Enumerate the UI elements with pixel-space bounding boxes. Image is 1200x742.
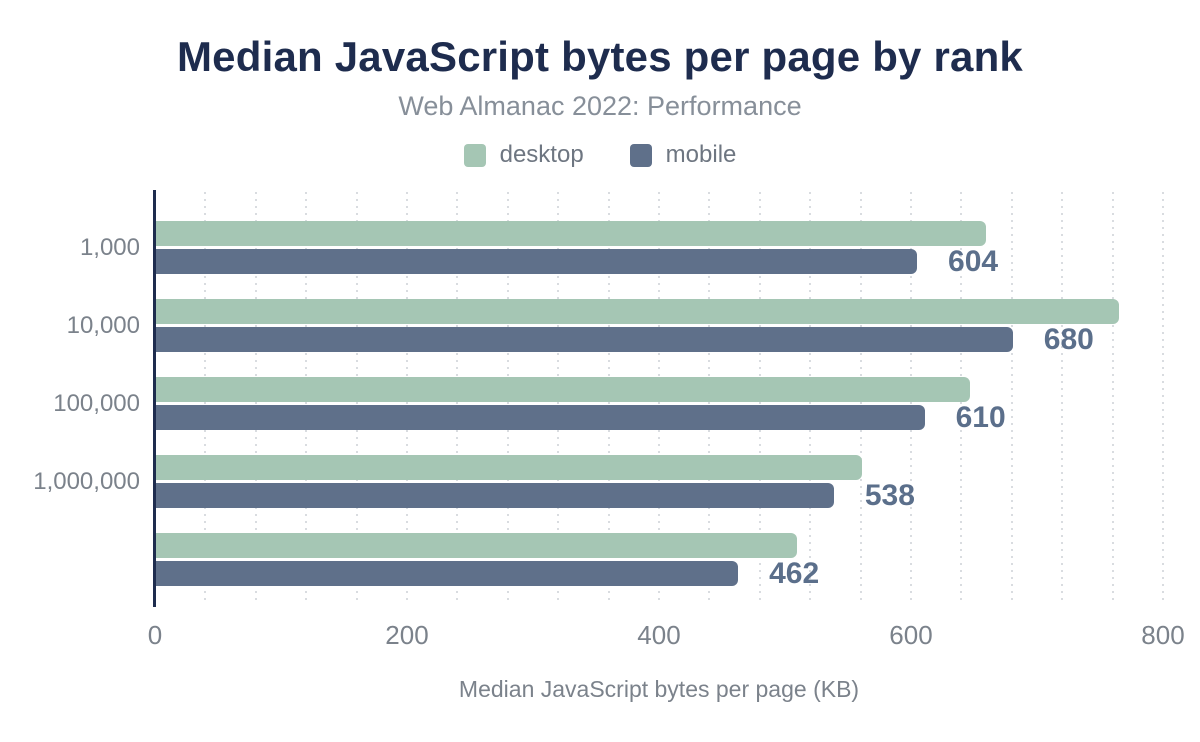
bar-desktop-100,000 — [156, 377, 970, 402]
chart-title: Median JavaScript bytes per page by rank — [177, 33, 1023, 80]
bar-mobile-1,000 — [156, 249, 918, 274]
bar-desktop-10,000 — [156, 299, 1119, 324]
gridline-760 — [1111, 192, 1114, 602]
y-axis-label-1,000: 1,000 — [79, 233, 140, 261]
value-label-mobile-1,000,000: 538 — [864, 478, 915, 512]
gridline-720 — [1061, 192, 1064, 602]
x-tick-400: 400 — [637, 620, 681, 650]
legend-swatch-desktop — [463, 143, 486, 167]
gridline-680 — [1010, 192, 1013, 602]
y-axis-label-10,000: 10,000 — [66, 311, 140, 339]
bar-mobile-1,000,000 — [156, 483, 834, 508]
value-label-mobile-1,000: 604 — [948, 244, 999, 278]
plot-area: 1,000 604 10,000 680 100,000 610 1,000,000 538 4… — [0, 190, 1200, 610]
x-axis-title: Median JavaScript bytes per page (KB) — [458, 676, 860, 702]
bar-desktop-1,000,000 — [156, 455, 862, 480]
y-axis-label-1,000,000: 1,000,000 — [33, 467, 140, 495]
bar-mobile-100,000 — [156, 405, 925, 430]
bar-desktop-1,000 — [156, 221, 987, 246]
value-label-mobile-100,000: 610 — [955, 400, 1006, 434]
x-tick-800: 800 — [1141, 620, 1185, 650]
value-label-mobile-blank: 462 — [769, 556, 820, 590]
legend-swatch-mobile — [629, 143, 652, 167]
x-tick-600: 600 — [889, 620, 933, 650]
y-axis-label-blank — [0, 533, 140, 586]
y-axis-label-100,000: 100,000 — [53, 389, 140, 417]
x-tick-200: 200 — [385, 620, 429, 650]
chart-legend: desktop mobile — [0, 141, 1200, 169]
legend-label-desktop: desktop — [499, 141, 584, 168]
bar-desktop-blank — [156, 533, 798, 558]
bar-mobile-blank — [156, 561, 739, 586]
x-tick-0: 0 — [147, 620, 163, 650]
legend-item-mobile: mobile — [629, 141, 737, 169]
gridline-800 — [1162, 192, 1164, 602]
chart-subtitle: Web Almanac 2022: Performance — [398, 91, 802, 121]
bar-mobile-10,000 — [156, 327, 1013, 352]
legend-item-desktop: desktop — [463, 141, 584, 169]
value-label-mobile-10,000: 680 — [1043, 322, 1094, 356]
legend-label-mobile: mobile — [665, 141, 737, 168]
y-axis-line — [153, 190, 156, 607]
